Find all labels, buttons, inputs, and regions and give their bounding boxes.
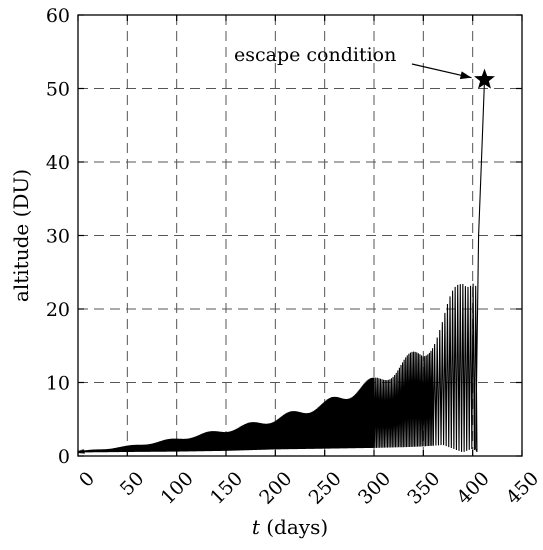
y-tick-label-30: 30 (46, 226, 70, 248)
escape-star-marker (474, 68, 495, 89)
y-tick-label-40: 40 (46, 152, 70, 174)
x-axis-unit: (days) (260, 515, 328, 539)
y-tick-label-60: 60 (46, 5, 70, 27)
series-altitude (77, 79, 486, 455)
x-tick-label-50: 50 (116, 468, 149, 501)
y-tick-label-0: 0 (58, 446, 70, 468)
x-axis-label: t (days) (252, 515, 328, 539)
y-tick-label-50: 50 (46, 79, 70, 101)
x-axis-variable: t (252, 515, 261, 539)
altitude-line (77, 79, 486, 455)
y-axis-label: altitude (DU) (9, 169, 33, 302)
escape-annotation: escape condition (234, 44, 495, 89)
y-tick-label-20: 20 (46, 299, 70, 321)
x-tick-label-0: 0 (75, 468, 99, 492)
x-tick-label-300: 300 (354, 468, 395, 509)
x-tick-label-100: 100 (157, 468, 198, 509)
x-tick-label-350: 350 (403, 468, 444, 509)
x-tick-label-450: 450 (502, 468, 543, 509)
x-tick-label-150: 150 (206, 468, 247, 509)
y-tick-label-10: 10 (46, 373, 70, 395)
axis-ticks (77, 14, 523, 457)
x-tick-label-250: 250 (305, 468, 346, 509)
x-tick-label-400: 400 (453, 468, 494, 509)
x-tick-label-200: 200 (255, 468, 296, 509)
annotation-label: escape condition (234, 44, 396, 66)
annotation-arrowhead (459, 71, 472, 80)
